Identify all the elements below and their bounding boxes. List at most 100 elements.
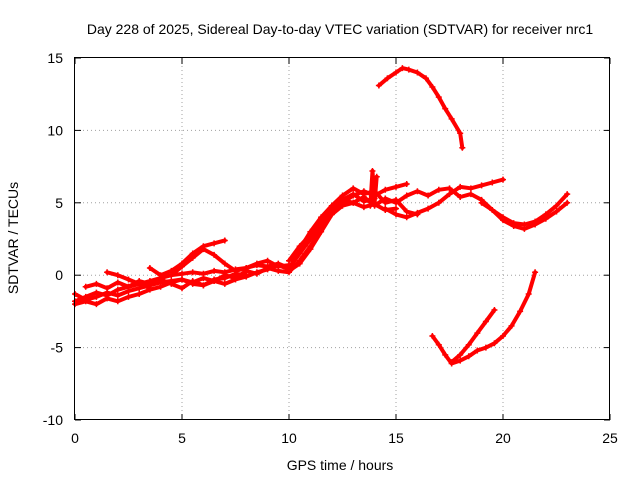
- data-point: [375, 82, 382, 89]
- y-axis-ticks: -10 -5 0 5 10 15: [43, 50, 610, 428]
- data-point: [403, 180, 410, 187]
- data-point: [489, 179, 496, 186]
- data-point: [200, 282, 207, 289]
- series-satellite-track-j: [382, 176, 506, 221]
- data-point: [179, 270, 185, 277]
- data-point: [442, 105, 449, 112]
- data-point: [474, 347, 481, 354]
- x-tick-label: 20: [495, 430, 511, 446]
- data-point: [339, 196, 346, 203]
- data-point: [179, 285, 185, 292]
- data-point: [189, 254, 196, 261]
- data-point: [157, 283, 164, 290]
- data-point: [307, 246, 314, 253]
- data-point: [104, 285, 111, 292]
- plot-frame: [74, 57, 610, 420]
- data-point: [521, 221, 528, 228]
- data-point: [482, 344, 489, 351]
- data-point: [403, 192, 410, 199]
- y-tick-label: 10: [47, 122, 63, 138]
- data-point: [532, 269, 539, 276]
- data-point: [211, 267, 218, 274]
- data-point: [393, 69, 399, 76]
- data-point: [136, 291, 143, 298]
- x-axis-ticks: 0 5 10 15 20 25: [71, 58, 618, 446]
- data-point: [399, 65, 406, 72]
- grid: [75, 58, 610, 420]
- data-point: [448, 115, 455, 122]
- data-point: [114, 279, 121, 286]
- data-point: [564, 191, 571, 198]
- x-tick-label: 25: [602, 430, 618, 446]
- data-point: [200, 246, 207, 253]
- series-line: [368, 168, 379, 208]
- chart-title: Day 228 of 2025, Sidereal Day-to-day VTE…: [87, 21, 593, 37]
- series-satellite-track-k: [478, 191, 571, 228]
- data-point: [465, 341, 472, 348]
- series-satellite-spike: [367, 167, 380, 209]
- series-line: [169, 247, 291, 278]
- data-point: [367, 202, 374, 209]
- data-point: [478, 199, 485, 206]
- data-point: [243, 264, 250, 271]
- data-series-group: [72, 65, 571, 367]
- data-point: [93, 293, 100, 300]
- data-point: [457, 357, 464, 364]
- data-point: [489, 207, 496, 214]
- x-tick-label: 0: [71, 430, 79, 446]
- data-point: [82, 298, 89, 305]
- data-point: [146, 264, 153, 271]
- data-point: [508, 322, 515, 329]
- data-point: [211, 240, 218, 247]
- data-point: [221, 275, 228, 282]
- series-line: [83, 271, 249, 291]
- y-tick-label: -5: [51, 340, 64, 356]
- data-point: [457, 183, 464, 190]
- data-point: [435, 186, 442, 193]
- data-point: [446, 191, 453, 198]
- data-point: [500, 176, 506, 183]
- data-point: [457, 130, 464, 137]
- data-point: [474, 330, 481, 337]
- data-point: [517, 308, 524, 315]
- series-satellite-track-d: [82, 270, 250, 292]
- data-point: [243, 272, 250, 279]
- data-point: [429, 83, 436, 90]
- data-point: [360, 188, 367, 195]
- data-point: [286, 267, 292, 274]
- x-tick-label: 10: [281, 430, 297, 446]
- data-point: [114, 298, 121, 305]
- data-point: [446, 185, 453, 192]
- data-point: [422, 75, 429, 82]
- data-point: [525, 291, 532, 298]
- data-point: [435, 199, 442, 206]
- data-point: [125, 293, 132, 300]
- data-point: [211, 276, 218, 283]
- data-point: [510, 220, 517, 227]
- data-point: [403, 208, 410, 215]
- data-point: [429, 333, 436, 340]
- data-point: [264, 257, 271, 264]
- series-line: [449, 308, 497, 365]
- data-point: [403, 214, 410, 221]
- data-point: [264, 266, 271, 273]
- data-point: [286, 257, 292, 264]
- x-axis-label: GPS time / hours: [287, 457, 394, 473]
- data-point: [114, 272, 121, 279]
- data-point: [393, 199, 399, 206]
- y-axis-label: SDTVAR / TECUs: [5, 182, 21, 294]
- data-point: [168, 272, 175, 279]
- series-satellite-track-l: [375, 65, 466, 151]
- data-point: [275, 263, 282, 270]
- data-point: [168, 280, 175, 287]
- data-point: [393, 205, 399, 212]
- y-tick-label: 0: [55, 267, 63, 283]
- x-tick-label: 5: [178, 430, 186, 446]
- data-point: [200, 275, 207, 282]
- y-tick-label: 15: [47, 50, 63, 66]
- data-point: [328, 211, 335, 218]
- data-point: [221, 260, 228, 267]
- data-point: [532, 218, 539, 225]
